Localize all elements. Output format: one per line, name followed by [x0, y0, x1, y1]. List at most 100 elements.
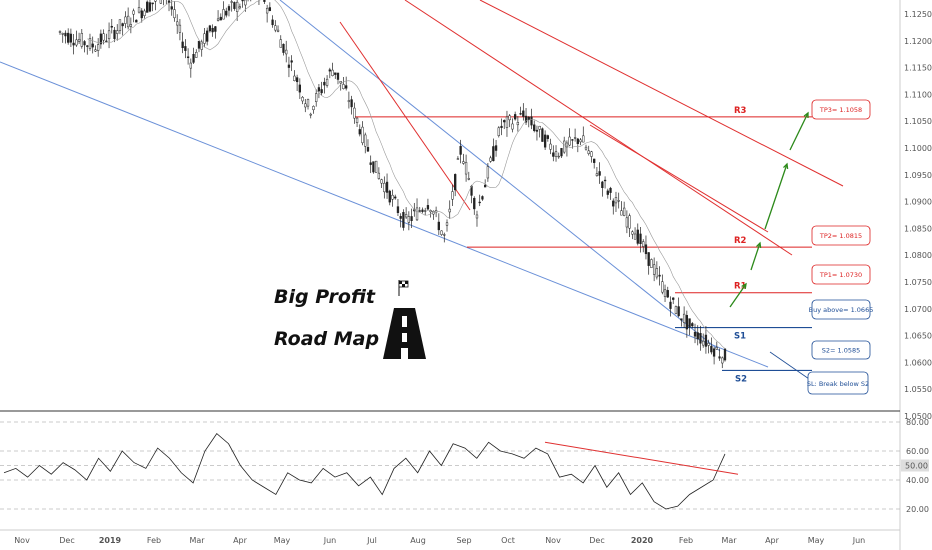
candle-body: [181, 41, 184, 49]
candle-body: [225, 10, 228, 16]
candle-body: [178, 24, 182, 33]
level-box-s1: [811, 299, 871, 320]
candle-body: [385, 181, 389, 193]
candle-body: [323, 81, 326, 86]
candle-body: [650, 259, 653, 268]
candle-body: [290, 60, 293, 63]
candle-body: [429, 210, 432, 213]
candle-body: [268, 7, 272, 11]
note-pointer: [769, 351, 813, 382]
candle-body: [233, 2, 236, 9]
time-tick-label: Apr: [233, 536, 248, 545]
projection-arrow: [764, 163, 788, 230]
candle-body: [159, 0, 162, 4]
candle-body: [285, 49, 288, 55]
red-trendline: [589, 124, 769, 233]
candle-body: [593, 158, 596, 163]
time-tick-label: Feb: [147, 536, 161, 545]
time-tick-label: May: [274, 536, 291, 545]
candle-body: [655, 268, 659, 278]
candle-body: [459, 146, 462, 155]
price-tick-label: 1.08000: [904, 251, 932, 260]
candle-body: [721, 357, 724, 364]
note-box-text: SL: Break below S2: [807, 380, 869, 388]
level-label-s1: S1: [734, 332, 746, 342]
candle-body: [424, 210, 427, 212]
candle-body: [652, 264, 656, 275]
candle-body: [86, 45, 89, 47]
candle-body: [541, 128, 544, 142]
rsi-trendline: [544, 441, 739, 475]
candle-body: [590, 151, 593, 157]
candle-body: [186, 56, 190, 58]
candle-body: [601, 181, 604, 188]
candle-body: [554, 151, 558, 157]
candle-body: [723, 348, 727, 361]
candle-body: [361, 126, 364, 144]
time-axis: Nov Dec 2019 Feb Mar Apr May Jun Jul Aug Sep Oct Nov…: [0, 529, 900, 545]
candle-body: [508, 115, 511, 121]
candle-body: [105, 40, 108, 42]
candle-body: [546, 135, 549, 139]
candle-body: [380, 179, 383, 184]
candle-body: [568, 136, 571, 146]
candle-body: [533, 124, 536, 131]
candle-body: [549, 143, 552, 150]
rsi-tick-label: 40.00: [906, 476, 929, 485]
price-tick-label: 1.11000: [904, 90, 932, 99]
candle-body: [489, 157, 492, 162]
candle-body: [99, 33, 103, 45]
candle-body: [170, 6, 173, 10]
candle-body: [560, 148, 563, 157]
price-tick-label: 1.07500: [904, 278, 932, 287]
candle-body: [369, 162, 372, 165]
candle-body: [148, 2, 152, 12]
candle-body: [563, 140, 566, 153]
projection-arrowhead: [783, 162, 789, 170]
candle-body: [118, 19, 122, 31]
candle-body: [573, 137, 577, 139]
candle-body: [241, 0, 244, 2]
level-box-text-r2: TP2= 1.0815: [819, 232, 862, 240]
candle-body: [462, 161, 465, 164]
candle-body: [718, 356, 721, 359]
candle-body: [377, 172, 381, 179]
time-tick-label: Jun: [852, 536, 866, 545]
candle-body: [538, 125, 541, 130]
candle-body: [628, 215, 631, 229]
rsi-current-value: 50.00: [905, 462, 928, 471]
candle-body: [263, 0, 266, 2]
candle-body: [609, 187, 612, 193]
candle-body: [535, 129, 539, 132]
candle-body: [513, 114, 517, 120]
projection-arrowhead: [803, 111, 809, 119]
candle-body: [633, 233, 637, 240]
candle-body: [639, 233, 642, 245]
time-tick-label: Nov: [545, 536, 561, 545]
level-label-r3: R3: [734, 106, 747, 116]
candle-body: [230, 1, 233, 3]
red-trendline: [339, 21, 471, 211]
candle-body: [328, 69, 331, 72]
candle-body: [206, 30, 209, 42]
candle-body: [473, 197, 476, 210]
rsi-current-badge: [901, 459, 929, 472]
price-tick-label: 1.06000: [904, 358, 932, 367]
candle-body: [167, 0, 171, 3]
candle-body: [454, 174, 457, 191]
candle-body: [625, 217, 629, 228]
candle-body: [154, 0, 157, 2]
level-box-r1: [811, 264, 871, 285]
candle-body: [295, 77, 299, 83]
candle-body: [595, 173, 599, 176]
candle-body: [91, 43, 94, 48]
price-tick-label: 1.05500: [904, 385, 932, 394]
candle-body: [467, 178, 470, 180]
candle-body: [176, 21, 179, 26]
price-tick-label: 1.10000: [904, 144, 932, 153]
price-tick-label: 1.05000: [904, 412, 932, 421]
candle-body: [505, 116, 509, 128]
candle-body: [418, 210, 421, 212]
